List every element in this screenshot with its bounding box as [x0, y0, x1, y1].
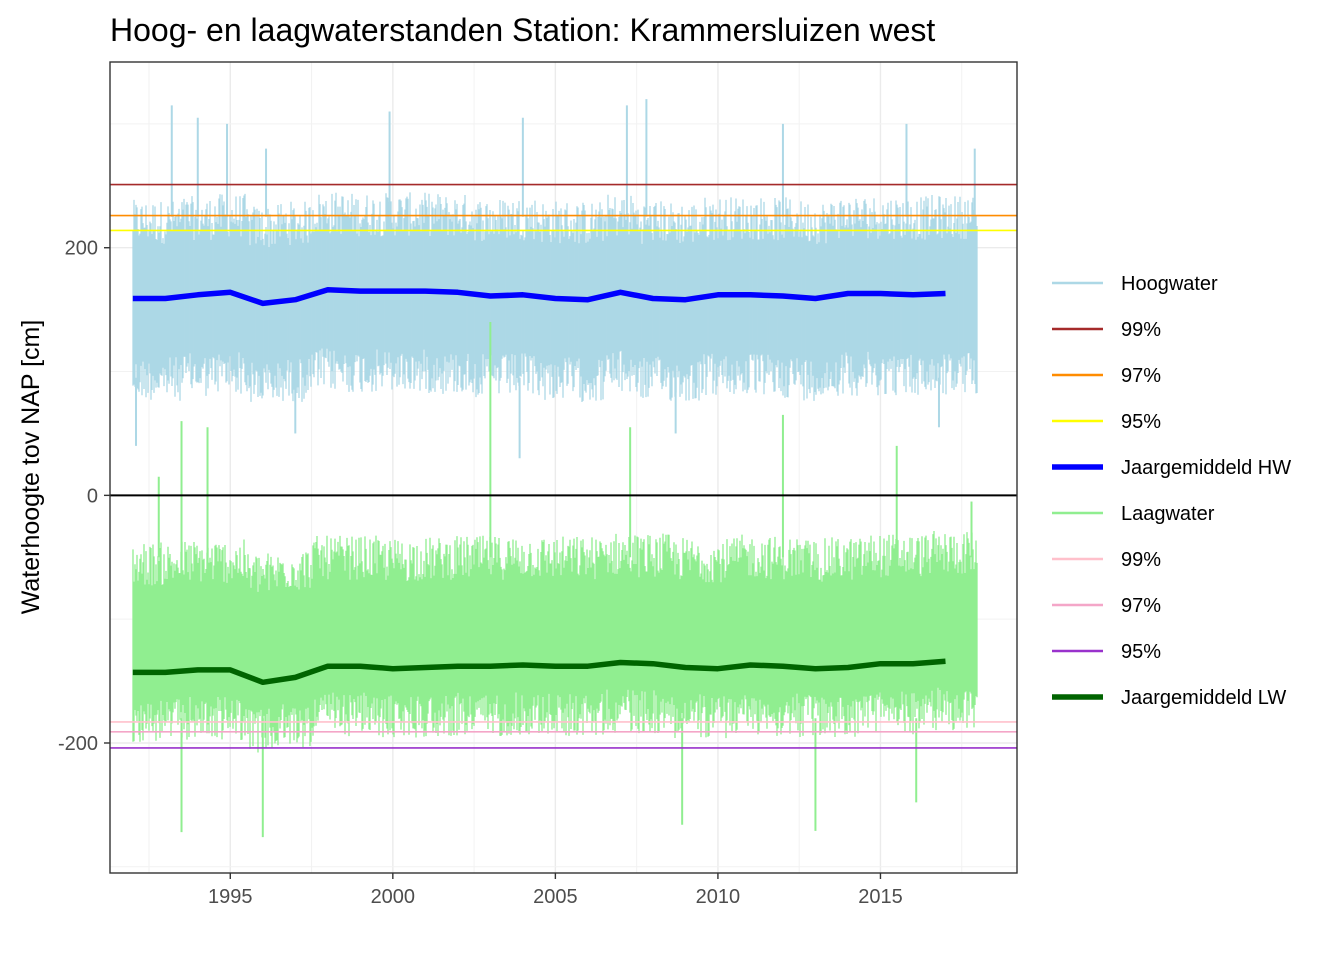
x-tick-label: 2000	[371, 886, 416, 908]
y-tick-label: 200	[65, 238, 98, 260]
x-tick-label: 1995	[208, 886, 253, 908]
legend-item: 97%	[1052, 595, 1161, 617]
legend-label: 97%	[1121, 595, 1161, 617]
plot-area: 1995 2000 2005 2010 2015 -200 0 200	[58, 61, 1018, 908]
mean-line-lw	[132, 658, 946, 686]
legend-label: Hoogwater	[1121, 273, 1218, 295]
series-laagwater	[132, 322, 978, 838]
legend-label: 95%	[1121, 641, 1161, 663]
legend-item: Laagwater	[1052, 503, 1215, 525]
legend-label: Jaargemiddeld HW	[1121, 457, 1291, 479]
data-layer	[110, 99, 1017, 838]
x-tick-label: 2015	[858, 886, 903, 908]
legend-label: Jaargemiddeld LW	[1121, 687, 1286, 709]
axes: 1995 2000 2005 2010 2015 -200 0 200	[58, 238, 903, 908]
legend-item: Hoogwater	[1052, 273, 1218, 295]
legend-label: Laagwater	[1121, 503, 1215, 525]
legend-label: 99%	[1121, 549, 1161, 571]
panel-background	[110, 62, 1017, 873]
mean-line-hw	[132, 287, 946, 307]
legend-label: 99%	[1121, 319, 1161, 341]
y-axis-title: Waterhoogte tov NAP [cm]	[17, 320, 45, 615]
legend-item: 99%	[1052, 319, 1161, 341]
legend-label: 95%	[1121, 411, 1161, 433]
legend-item: Jaargemiddeld HW	[1052, 457, 1291, 479]
y-tick-label: -200	[58, 733, 98, 755]
grid	[110, 62, 1017, 873]
reference-lines	[110, 183, 1017, 749]
legend-item: 95%	[1052, 641, 1161, 663]
panel-border	[109, 61, 1018, 874]
legend-item: 99%	[1052, 549, 1161, 571]
legend-item: Jaargemiddeld LW	[1052, 687, 1286, 709]
x-tick-label: 2005	[533, 886, 578, 908]
chart-title: Hoog- en laagwaterstanden Station: Kramm…	[110, 12, 935, 48]
x-tick-label: 2010	[696, 886, 741, 908]
y-tick-label: 0	[87, 485, 98, 507]
legend: Hoogwater 99% 97% 95% Jaargemiddeld HW Laagwa…	[1052, 273, 1291, 709]
legend-label: 97%	[1121, 365, 1161, 387]
legend-item: 97%	[1052, 365, 1161, 387]
legend-item: 95%	[1052, 411, 1161, 433]
